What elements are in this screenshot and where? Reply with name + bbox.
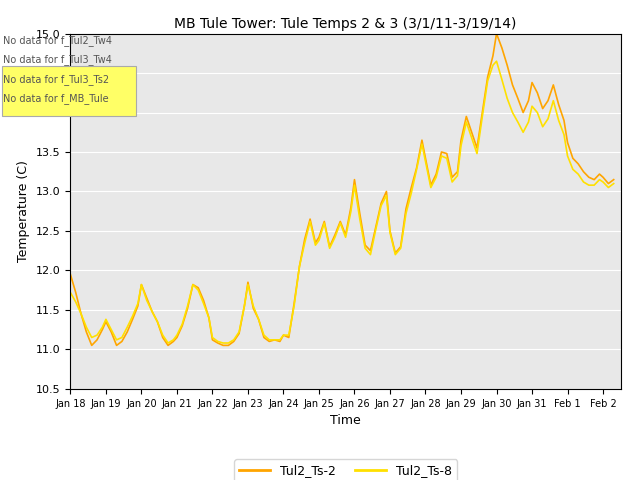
Text: No data for f_Tul3_Ts2: No data for f_Tul3_Ts2 (3, 73, 109, 84)
Tul2_Ts-8 (164, 340, 172, 346)
Tul2_Ts-8 (610, 180, 618, 186)
Text: No data for f_MB_Tule: No data for f_MB_Tule (3, 93, 109, 104)
Tul2_Ts-2 (555, 102, 563, 108)
Tul2_Ts-2 (67, 272, 74, 277)
Tul2_Ts-2 (509, 82, 516, 88)
Y-axis label: Temperature (C): Temperature (C) (17, 160, 30, 262)
Tul2_Ts-2 (326, 244, 333, 250)
Tul2_Ts-2 (159, 335, 166, 340)
Tul2_Ts-8 (67, 289, 74, 295)
Line: Tul2_Ts-2: Tul2_Ts-2 (70, 34, 614, 346)
Tul2_Ts-8 (555, 118, 563, 123)
Tul2_Ts-8 (544, 116, 552, 122)
Tul2_Ts-8 (154, 319, 161, 324)
Line: Tul2_Ts-8: Tul2_Ts-8 (70, 61, 614, 343)
Tul2_Ts-8 (509, 109, 516, 115)
X-axis label: Time: Time (330, 414, 361, 427)
Tul2_Ts-2 (88, 343, 95, 348)
Tul2_Ts-2 (544, 98, 552, 104)
Tul2_Ts-8 (124, 324, 131, 330)
Tul2_Ts-2 (493, 31, 500, 36)
Text: No data for f_Tul3_Tw4: No data for f_Tul3_Tw4 (3, 54, 112, 65)
Tul2_Ts-8 (493, 59, 500, 64)
Text: No data for f_Tul3_Ts2: No data for f_Tul3_Ts2 (3, 73, 109, 84)
Tul2_Ts-2 (129, 316, 136, 322)
Tul2_Ts-8 (326, 245, 333, 251)
Legend: Tul2_Ts-2, Tul2_Ts-8: Tul2_Ts-2, Tul2_Ts-8 (234, 459, 457, 480)
Title: MB Tule Tower: Tule Temps 2 & 3 (3/1/11-3/19/14): MB Tule Tower: Tule Temps 2 & 3 (3/1/11-… (175, 17, 516, 31)
Tul2_Ts-2 (610, 177, 618, 182)
Text: No data for f_Tul2_Tw4: No data for f_Tul2_Tw4 (3, 35, 112, 46)
Text: No data for f_MB_Tule: No data for f_MB_Tule (3, 93, 109, 104)
